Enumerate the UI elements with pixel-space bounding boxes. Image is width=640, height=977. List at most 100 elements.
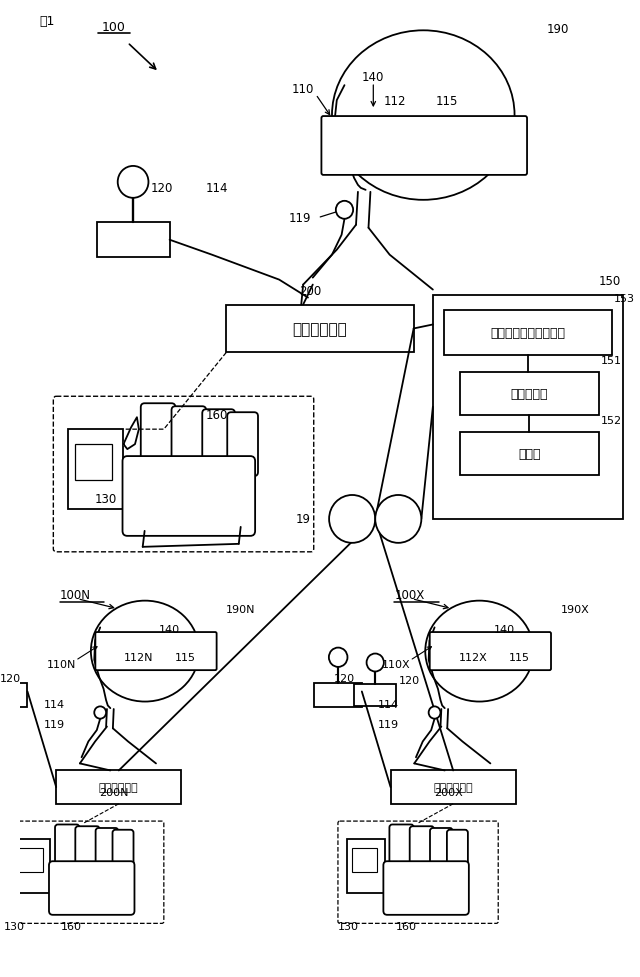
- FancyBboxPatch shape: [429, 632, 551, 670]
- Text: 130: 130: [338, 920, 359, 931]
- Text: 152: 152: [601, 416, 622, 426]
- Text: 119: 119: [44, 720, 65, 730]
- Text: 110X: 110X: [382, 659, 411, 670]
- FancyBboxPatch shape: [141, 404, 175, 480]
- Text: 通信インターフェイス: 通信インターフェイス: [490, 326, 566, 340]
- Text: プロセッサ: プロセッサ: [511, 388, 548, 401]
- Circle shape: [375, 495, 421, 543]
- Text: 140: 140: [362, 70, 385, 84]
- Text: 120: 120: [334, 674, 355, 684]
- Text: 140: 140: [159, 624, 180, 634]
- Text: 115: 115: [509, 652, 530, 661]
- Text: 120: 120: [0, 674, 20, 684]
- Text: 19: 19: [296, 513, 310, 526]
- Bar: [0, 683, 28, 707]
- FancyBboxPatch shape: [410, 827, 434, 881]
- Bar: [453, 645, 477, 660]
- Circle shape: [336, 201, 353, 220]
- Text: 100: 100: [102, 21, 126, 34]
- FancyBboxPatch shape: [95, 828, 118, 878]
- Text: 160: 160: [205, 408, 228, 421]
- FancyBboxPatch shape: [227, 413, 258, 477]
- Circle shape: [0, 648, 13, 667]
- Bar: [354, 685, 396, 706]
- Bar: [447, 639, 516, 665]
- FancyBboxPatch shape: [338, 822, 498, 923]
- FancyBboxPatch shape: [122, 456, 255, 536]
- FancyBboxPatch shape: [447, 829, 468, 872]
- Text: 200X: 200X: [434, 787, 463, 797]
- FancyBboxPatch shape: [202, 409, 235, 484]
- Text: 153: 153: [614, 293, 634, 303]
- FancyBboxPatch shape: [55, 825, 79, 876]
- Bar: [460, 373, 599, 416]
- FancyBboxPatch shape: [389, 825, 414, 876]
- Bar: [56, 771, 181, 804]
- Text: 119: 119: [378, 720, 399, 730]
- Ellipse shape: [91, 601, 199, 701]
- Text: 115: 115: [175, 652, 195, 661]
- Bar: [17, 848, 43, 872]
- Bar: [347, 839, 385, 893]
- FancyBboxPatch shape: [95, 632, 216, 670]
- FancyBboxPatch shape: [321, 117, 527, 176]
- Bar: [12, 839, 51, 893]
- Text: 114: 114: [378, 700, 399, 709]
- Text: 115: 115: [436, 95, 458, 107]
- Text: 190: 190: [547, 22, 569, 36]
- Text: 151: 151: [601, 356, 622, 366]
- Bar: [314, 683, 362, 707]
- Text: メモリ: メモリ: [518, 447, 541, 460]
- Bar: [352, 848, 377, 872]
- Text: 112: 112: [383, 95, 406, 107]
- Bar: [460, 433, 599, 476]
- Bar: [146, 645, 166, 660]
- Bar: [112, 639, 181, 665]
- Text: 112X: 112X: [459, 652, 488, 661]
- Bar: [419, 134, 455, 160]
- FancyBboxPatch shape: [53, 397, 314, 552]
- Text: 140: 140: [493, 624, 515, 634]
- Text: 114: 114: [205, 182, 228, 195]
- Ellipse shape: [332, 31, 515, 200]
- Bar: [119, 645, 143, 660]
- Polygon shape: [124, 418, 139, 449]
- Text: 160: 160: [396, 920, 417, 931]
- Text: 110N: 110N: [47, 659, 77, 670]
- Text: 200: 200: [300, 284, 321, 298]
- Bar: [390, 771, 516, 804]
- Text: 200N: 200N: [99, 787, 129, 797]
- Bar: [433, 295, 623, 520]
- FancyBboxPatch shape: [76, 827, 100, 881]
- Text: 図1: 図1: [39, 16, 54, 28]
- Circle shape: [429, 706, 440, 719]
- Bar: [227, 305, 413, 353]
- Circle shape: [329, 648, 348, 667]
- Text: コンピュータ: コンピュータ: [99, 783, 139, 792]
- Circle shape: [118, 167, 148, 198]
- Text: 119: 119: [289, 212, 312, 225]
- Text: 190X: 190X: [561, 604, 589, 614]
- FancyBboxPatch shape: [172, 406, 206, 487]
- Text: 150: 150: [599, 275, 621, 288]
- FancyBboxPatch shape: [113, 829, 134, 872]
- Bar: [97, 223, 170, 257]
- Text: 114: 114: [44, 700, 65, 709]
- Text: 100N: 100N: [60, 588, 91, 602]
- Text: 190N: 190N: [226, 604, 255, 614]
- Text: 120: 120: [151, 182, 173, 195]
- Circle shape: [367, 654, 384, 672]
- Bar: [68, 430, 124, 509]
- Text: 130: 130: [3, 920, 24, 931]
- Bar: [480, 645, 500, 660]
- Text: 160: 160: [61, 920, 82, 931]
- Bar: [444, 310, 612, 356]
- FancyBboxPatch shape: [49, 862, 134, 914]
- Text: 110: 110: [292, 82, 314, 96]
- Bar: [76, 445, 112, 481]
- FancyBboxPatch shape: [4, 822, 164, 923]
- Text: 112N: 112N: [124, 652, 154, 661]
- Text: 100X: 100X: [394, 588, 425, 602]
- Circle shape: [329, 495, 375, 543]
- Text: 120: 120: [399, 676, 420, 686]
